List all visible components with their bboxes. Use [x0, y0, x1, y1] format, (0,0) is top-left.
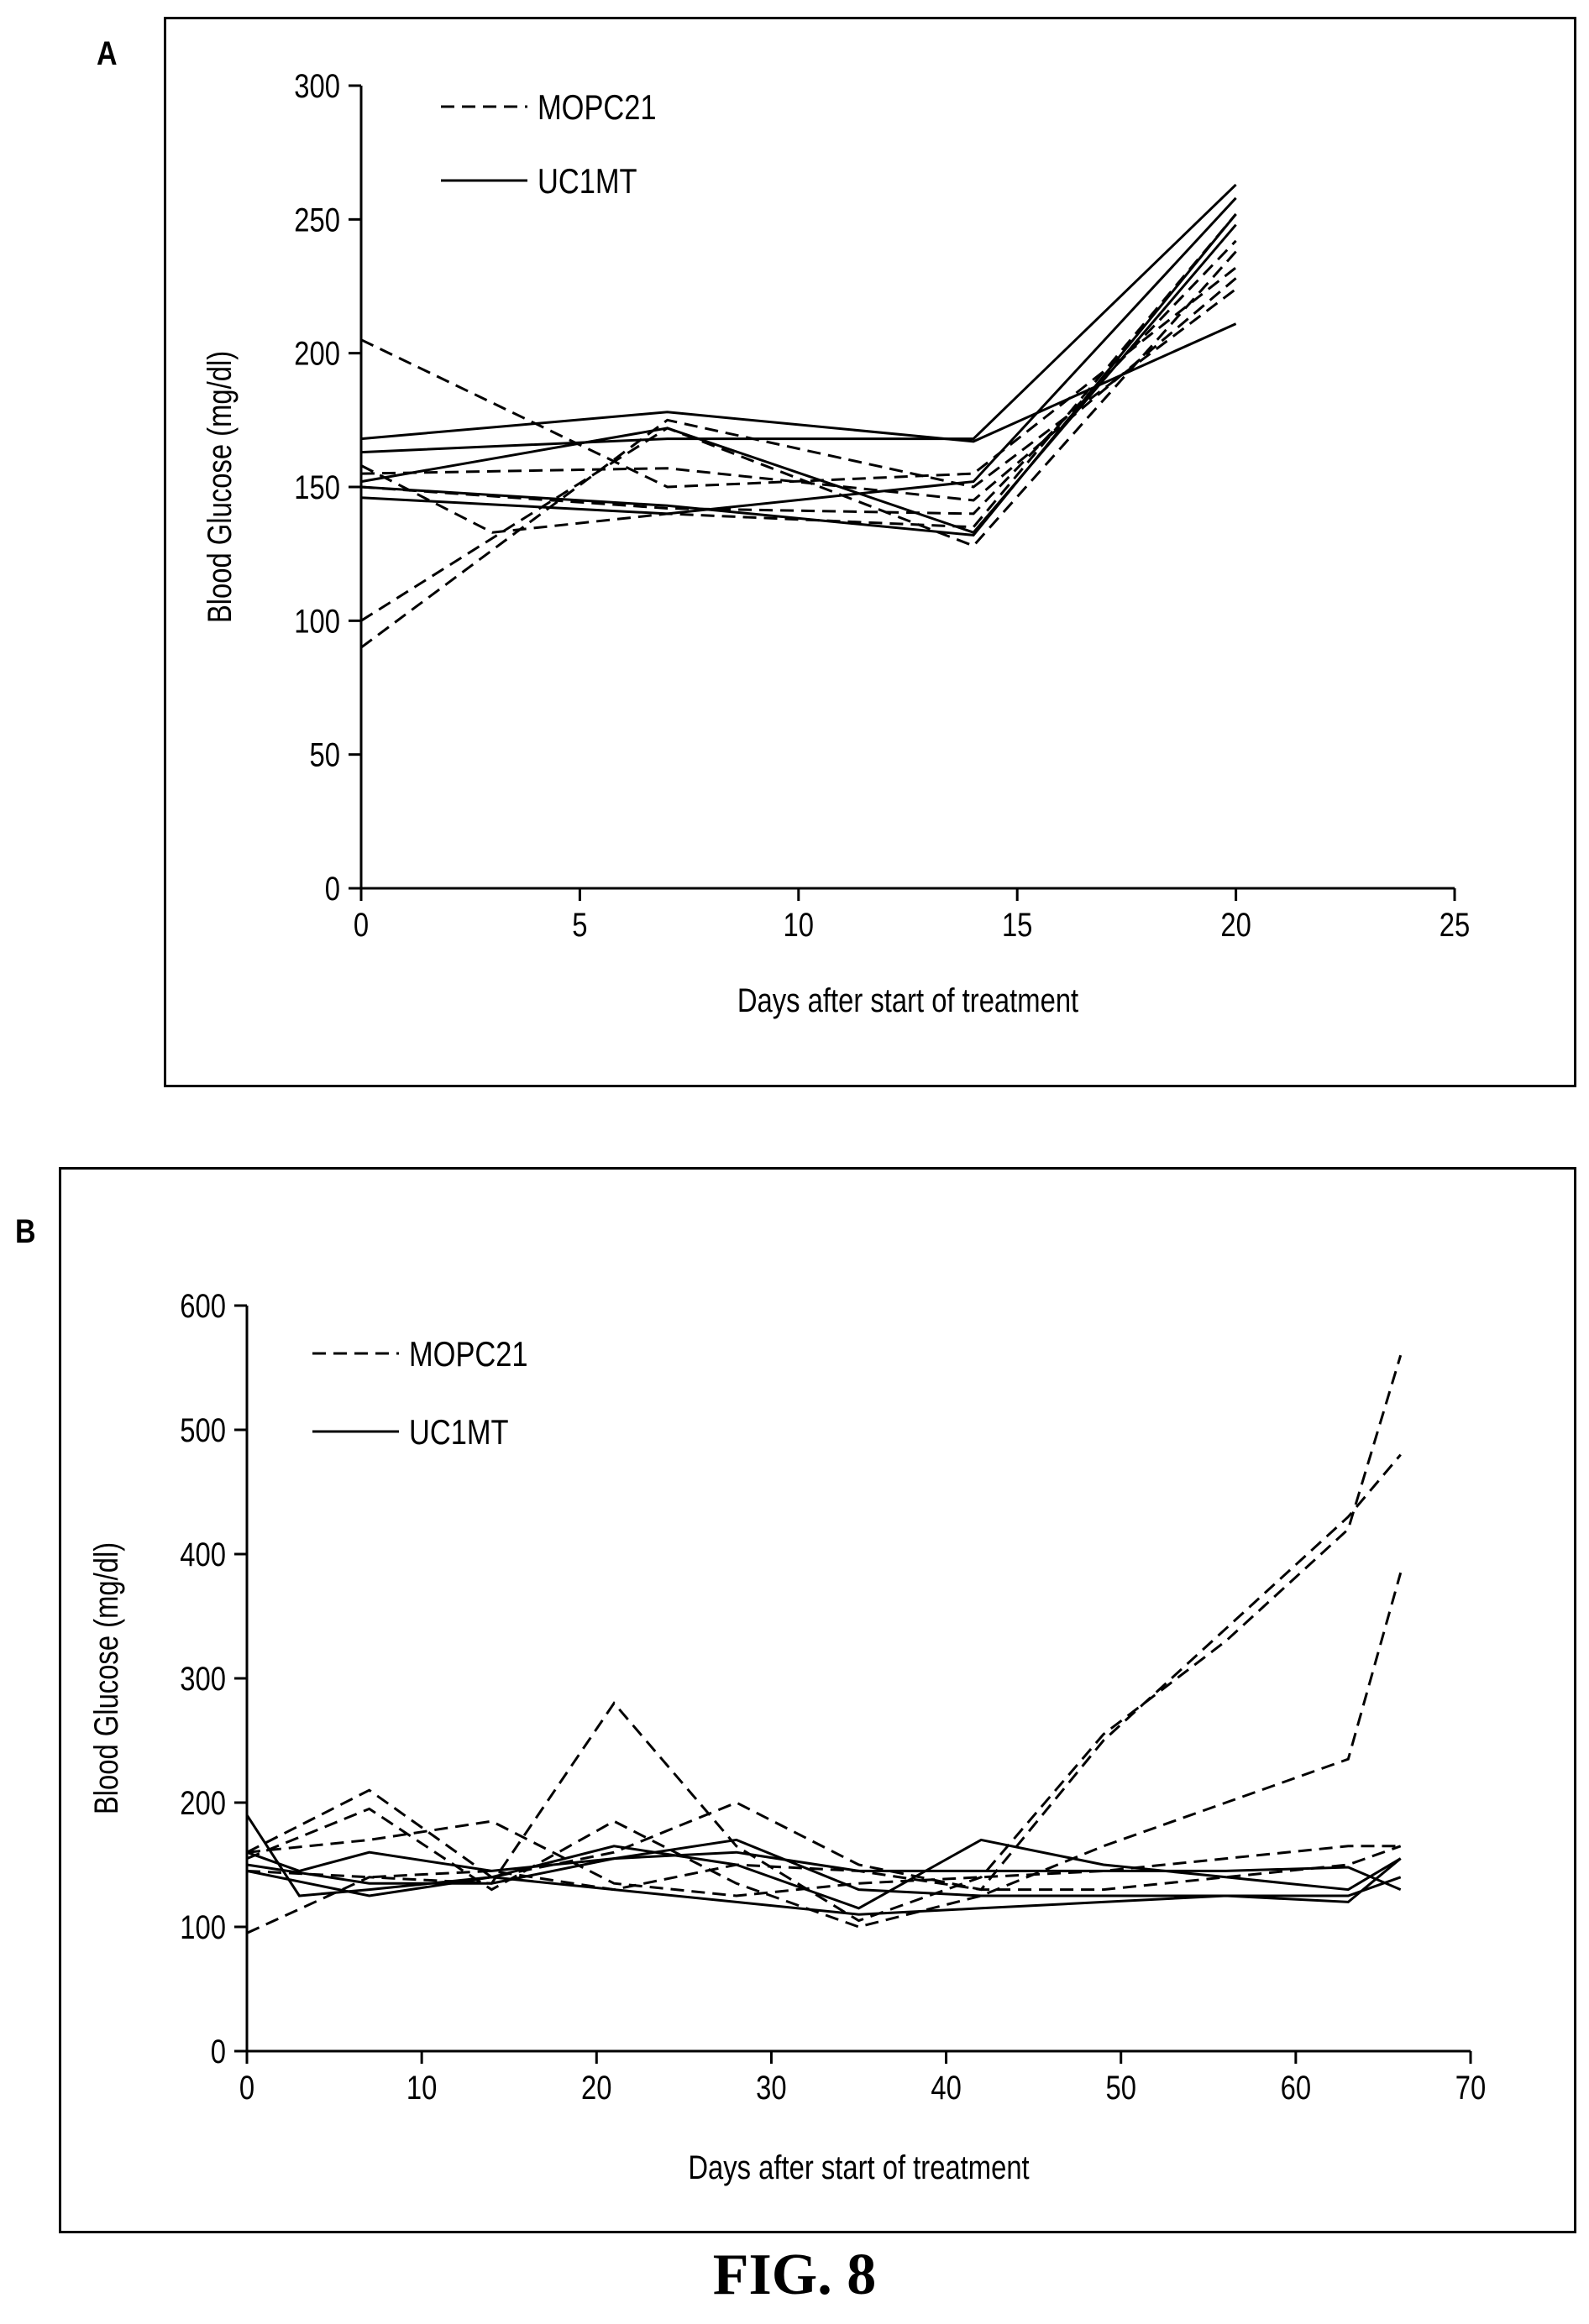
panel-a-y-axis-label: Blood Glucose (mg/dl) [201, 351, 239, 623]
panel-b-legend-mopc21-label: MOPC21 [409, 1335, 528, 1374]
panel-b-y-tick-label: 200 [180, 1784, 226, 1822]
panel-b-series-uc1mt-line [246, 1857, 1402, 1916]
panel-b-series-uc1mt-line [245, 1814, 1402, 1910]
panel-a-legend-mopc21-label: MOPC21 [538, 88, 657, 128]
panel-a-label: A [97, 35, 118, 72]
panel-a-series-uc1mt-line [360, 196, 1237, 516]
panel-b-x-axis-label: Days after start of treatment [688, 2149, 1029, 2186]
panel-b-x-tick-label: 30 [756, 2069, 786, 2107]
panel-a-x-tick-label: 25 [1440, 906, 1470, 944]
panel-b-y-tick-label: 0 [211, 2033, 226, 2070]
panel-a-series-uc1mt-line [360, 213, 1237, 537]
panel-a-series-uc1mt-line [360, 322, 1237, 443]
panel-b-x-tick-label: 50 [1105, 2069, 1135, 2107]
panel-b-x-tick-label: 70 [1455, 2069, 1486, 2107]
panel-a-y-tick-label: 100 [294, 602, 340, 640]
panel-a-x-tick-label: 10 [784, 906, 814, 944]
panel-a-x-tick-label: 20 [1220, 906, 1251, 944]
panel-a-series-mopc21-line [360, 288, 1237, 649]
figure-caption: FIG. 8 [712, 2243, 877, 2307]
panel-a-x-tick-label: 15 [1002, 906, 1032, 944]
panel-b-series-mopc21-line [246, 1453, 1402, 1892]
panel-b-y-tick-label: 100 [180, 1908, 226, 1946]
panel-b-series-mopc21-line [246, 1819, 1401, 1897]
panel-b-series-mopc21-line [246, 1572, 1403, 1929]
panel-b-y-tick-label: 600 [180, 1287, 226, 1325]
panel-a-y-tick-label: 50 [310, 736, 340, 774]
panel-b-x-tick-label: 0 [239, 2069, 254, 2107]
panel-a-y-tick-label: 0 [325, 870, 340, 908]
panel-a-series-mopc21-line [360, 250, 1237, 622]
panel-b-y-tick-label: 400 [180, 1536, 226, 1573]
panel-a-x-tick-label: 0 [354, 906, 369, 944]
panel-b-frame [59, 1167, 1576, 2233]
panel-a-y-tick-label: 300 [294, 67, 340, 105]
panel-b-label: B [15, 1213, 36, 1250]
panel-a-y-tick-label: 250 [294, 201, 340, 238]
panel-b-legend-uc1mt-label: UC1MT [409, 1413, 509, 1452]
panel-a-legend-uc1mt-label: UC1MT [538, 162, 637, 202]
panel-b-x-tick-label: 10 [406, 2069, 437, 2107]
panel-b-y-axis-label: Blood Glucose (mg/dl) [87, 1542, 125, 1814]
panel-a-series-mopc21-line [360, 277, 1237, 502]
panel-a-series-uc1mt-line [360, 223, 1237, 534]
panel-b-x-tick-label: 20 [581, 2069, 611, 2107]
panel-a-x-tick-label: 5 [572, 906, 587, 944]
panel-b-y-tick-label: 300 [180, 1660, 226, 1698]
panel-a-x-axis-label: Days after start of treatment [737, 981, 1078, 1019]
panel-b-x-tick-label: 60 [1281, 2069, 1311, 2107]
panel-a-series-uc1mt-line [360, 183, 1237, 454]
panel-a-y-tick-label: 200 [294, 335, 340, 373]
panel-a-frame [164, 17, 1576, 1087]
panel-a-y-tick-label: 150 [294, 468, 340, 506]
panel-b-x-tick-label: 40 [931, 2069, 961, 2107]
panel-b-y-tick-label: 500 [180, 1411, 226, 1449]
